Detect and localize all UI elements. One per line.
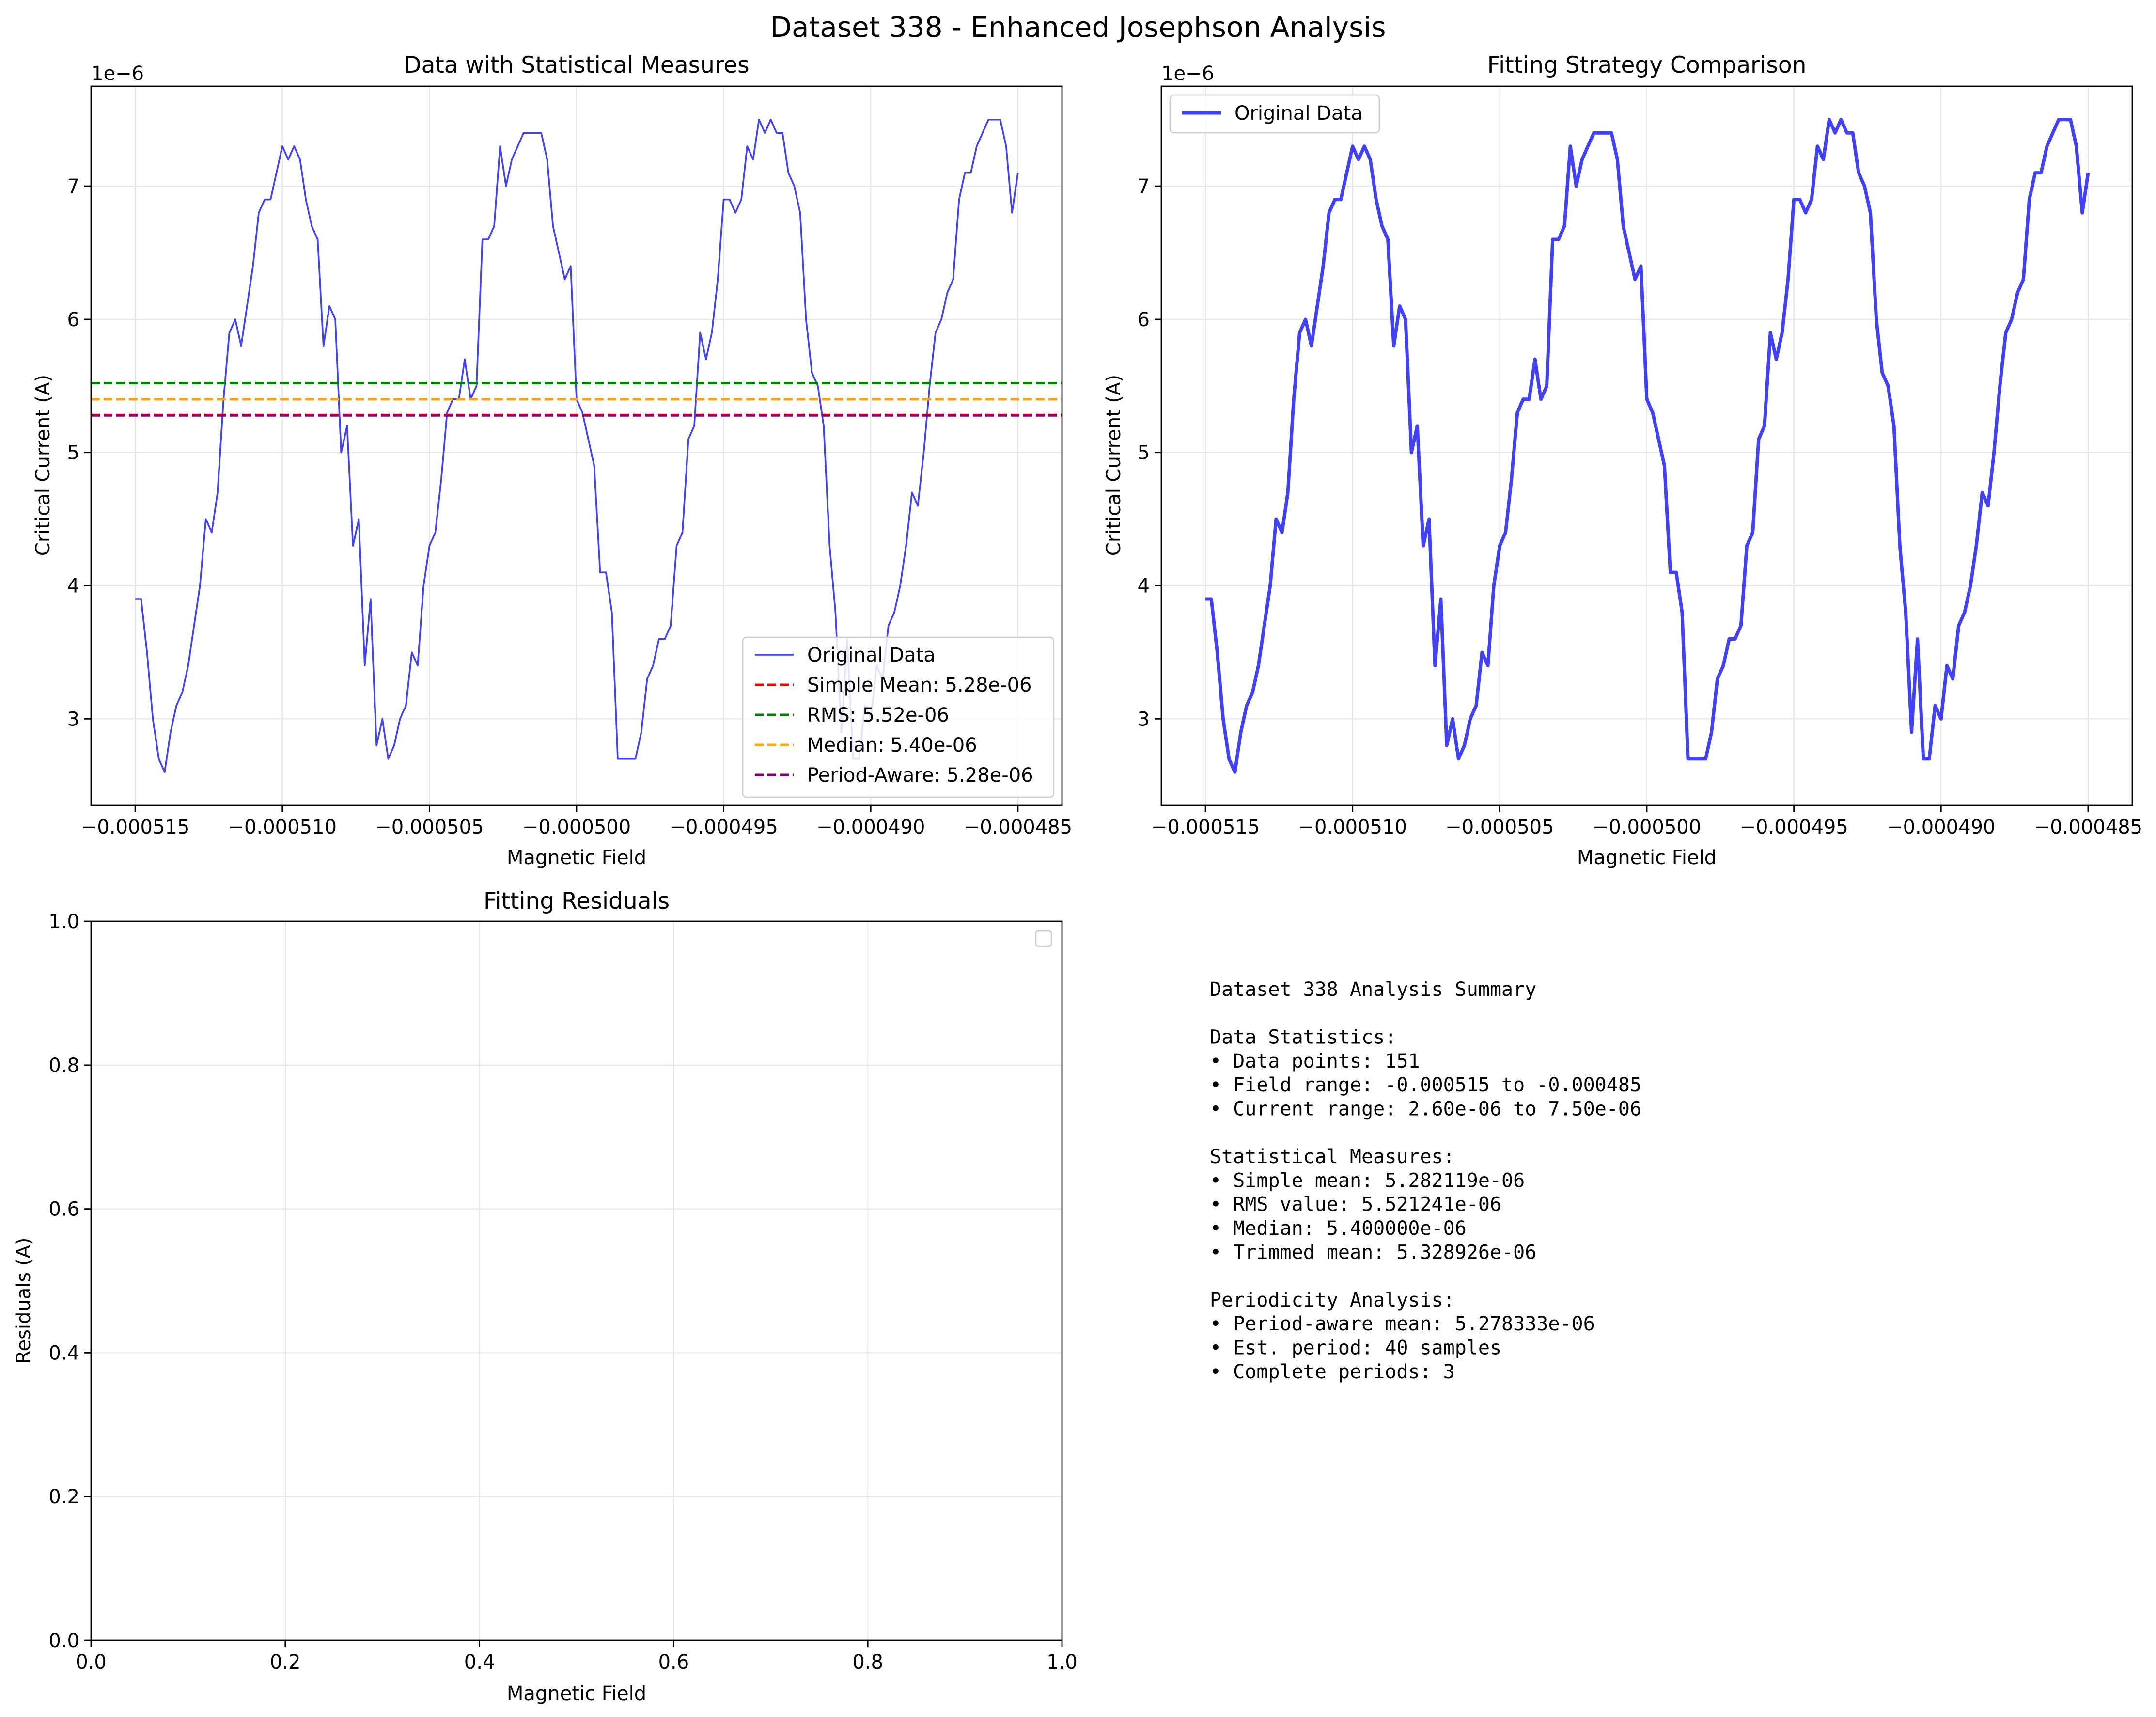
- x-axis-label: Magnetic Field: [1577, 847, 1717, 869]
- tick-labels: 0.0 0.2 0.4 0.6 0.8 1.0 0.0 0.2 0.4 0.6 0.8 1.0: [48, 911, 1077, 1673]
- x-axis-label: Magnetic Field: [507, 847, 646, 869]
- y-axis-label: Residuals (A): [13, 1237, 35, 1364]
- series-lines: [1205, 118, 2090, 774]
- x-tick-label: −0.000485: [964, 816, 1072, 838]
- x-tick-label: −0.000485: [2034, 816, 2142, 838]
- y-tick-label: 7: [67, 175, 79, 198]
- y-offset-label: 1e−6: [1161, 63, 1214, 85]
- summary-line: • Median: 5.400000e-06: [1210, 1217, 1467, 1240]
- empty-legend-box: [1035, 930, 1052, 947]
- summary-line: • Period-aware mean: 5.278333e-06: [1210, 1313, 1595, 1335]
- x-tick-label: −0.000505: [1445, 816, 1554, 838]
- x-tick-label: −0.000495: [1739, 816, 1848, 838]
- x-tick-label: 0.0: [76, 1651, 107, 1673]
- summary-line: • Field range: -0.000515 to -0.000485: [1210, 1074, 1641, 1096]
- x-tick-label: −0.000500: [522, 816, 631, 838]
- y-tick-label: 7: [1138, 175, 1150, 198]
- tick-labels: −0.000515 −0.000510 −0.000505 −0.000500 −0.0…: [1138, 175, 2143, 838]
- x-tick-label: −0.000515: [1151, 816, 1260, 838]
- y-tick-label: 0.0: [48, 1630, 79, 1652]
- summary-line: • Simple mean: 5.282119e-06: [1210, 1169, 1525, 1192]
- y-tick-label: 0.4: [48, 1342, 79, 1364]
- gridlines: [1161, 86, 2132, 805]
- legend-label-period-aware: Period-Aware: 5.28e-06: [807, 764, 1033, 787]
- y-tick-label: 4: [1138, 575, 1150, 598]
- y-offset-label: 1e−6: [91, 63, 144, 85]
- legend: Original Data Simple Mean: 5.28e-06 RMS:…: [742, 636, 1055, 798]
- summary-line: • Data points: 151: [1210, 1050, 1420, 1072]
- x-tick-label: 0.6: [658, 1651, 689, 1673]
- summary-line: Data Statistics:: [1210, 1026, 1396, 1049]
- summary-line: • Current range: 2.60e-06 to 7.50e-06: [1210, 1098, 1641, 1120]
- x-tick-label: 0.4: [464, 1651, 495, 1673]
- legend-label-median: Median: 5.40e-06: [807, 734, 977, 756]
- legend-label-simple-mean: Simple Mean: 5.28e-06: [807, 674, 1031, 696]
- legend-label-rms: RMS: 5.52e-06: [807, 704, 949, 726]
- panel-statistical-measures: Data with Statistical Measures 1e−6 Magn…: [32, 52, 1072, 869]
- panel-title: Fitting Residuals: [484, 888, 670, 914]
- y-tick-label: 0.2: [48, 1486, 79, 1508]
- x-tick-label: −0.000505: [375, 816, 484, 838]
- x-tick-label: 0.8: [852, 1651, 883, 1673]
- legend-label-original-data: Original Data: [807, 644, 936, 666]
- y-tick-label: 0.8: [48, 1055, 79, 1077]
- axes-frame: [90, 85, 1063, 806]
- panel-title: Data with Statistical Measures: [404, 52, 749, 79]
- tick-labels: −0.000515 −0.000510 −0.000505 −0.000500 −0.0…: [67, 175, 1073, 838]
- summary-line: Statistical Measures:: [1210, 1146, 1455, 1168]
- summary-line: Periodicity Analysis:: [1210, 1289, 1455, 1311]
- x-tick-label: −0.000490: [816, 816, 925, 838]
- x-tick-label: −0.000495: [669, 816, 778, 838]
- y-tick-label: 6: [1138, 309, 1150, 331]
- x-tick-label: −0.000490: [1887, 816, 1995, 838]
- legend: Original Data: [1169, 94, 1380, 134]
- legend-label-original-data: Original Data: [1234, 102, 1363, 125]
- analysis-summary: Dataset 338 Analysis Summary Data Statist…: [1210, 978, 1641, 1383]
- y-tick-label: 3: [67, 708, 79, 730]
- x-tick-label: −0.000515: [81, 816, 189, 838]
- x-tick-label: 1.0: [1047, 1651, 1078, 1673]
- x-tick-label: −0.000510: [1298, 816, 1407, 838]
- gridlines: [91, 86, 1062, 805]
- summary-line: Dataset 338 Analysis Summary: [1210, 978, 1536, 1001]
- y-tick-label: 4: [67, 575, 79, 598]
- y-tick-label: 3: [1138, 708, 1150, 730]
- y-tick-label: 5: [67, 442, 79, 464]
- series-original-data: [1205, 118, 2090, 774]
- x-tick-label: −0.000510: [228, 816, 337, 838]
- x-tick-label: −0.000500: [1593, 816, 1701, 838]
- y-tick-label: 6: [67, 309, 79, 331]
- summary-line: • Complete periods: 3: [1210, 1361, 1455, 1383]
- y-tick-label: 1.0: [48, 911, 79, 933]
- y-tick-label: 0.6: [48, 1198, 79, 1221]
- panel-fitting-strategy: Fitting Strategy Comparison 1e−6 Magneti…: [1103, 52, 2142, 869]
- y-axis-label: Critical Current (A): [32, 375, 54, 556]
- summary-line: • Trimmed mean: 5.328926e-06: [1210, 1241, 1536, 1263]
- x-tick-label: 0.2: [270, 1651, 301, 1673]
- summary-line: • RMS value: 5.521241e-06: [1210, 1194, 1501, 1216]
- y-tick-label: 5: [1138, 442, 1150, 464]
- figure-title: Dataset 338 - Enhanced Josephson Analysi…: [770, 11, 1386, 44]
- y-axis-label: Critical Current (A): [1103, 375, 1125, 556]
- legend-box: [742, 636, 1055, 798]
- panel-fitting-residuals: Fitting Residuals Magnetic Field Residua…: [13, 888, 1078, 1705]
- summary-line: • Est. period: 40 samples: [1210, 1337, 1501, 1359]
- x-axis-label: Magnetic Field: [507, 1683, 646, 1705]
- gridlines: [90, 920, 1063, 1641]
- axes-frame: [1160, 85, 2133, 806]
- panel-title: Fitting Strategy Comparison: [1487, 52, 1807, 79]
- axes-frame: [90, 920, 1063, 1641]
- legend-box: [1169, 94, 1380, 134]
